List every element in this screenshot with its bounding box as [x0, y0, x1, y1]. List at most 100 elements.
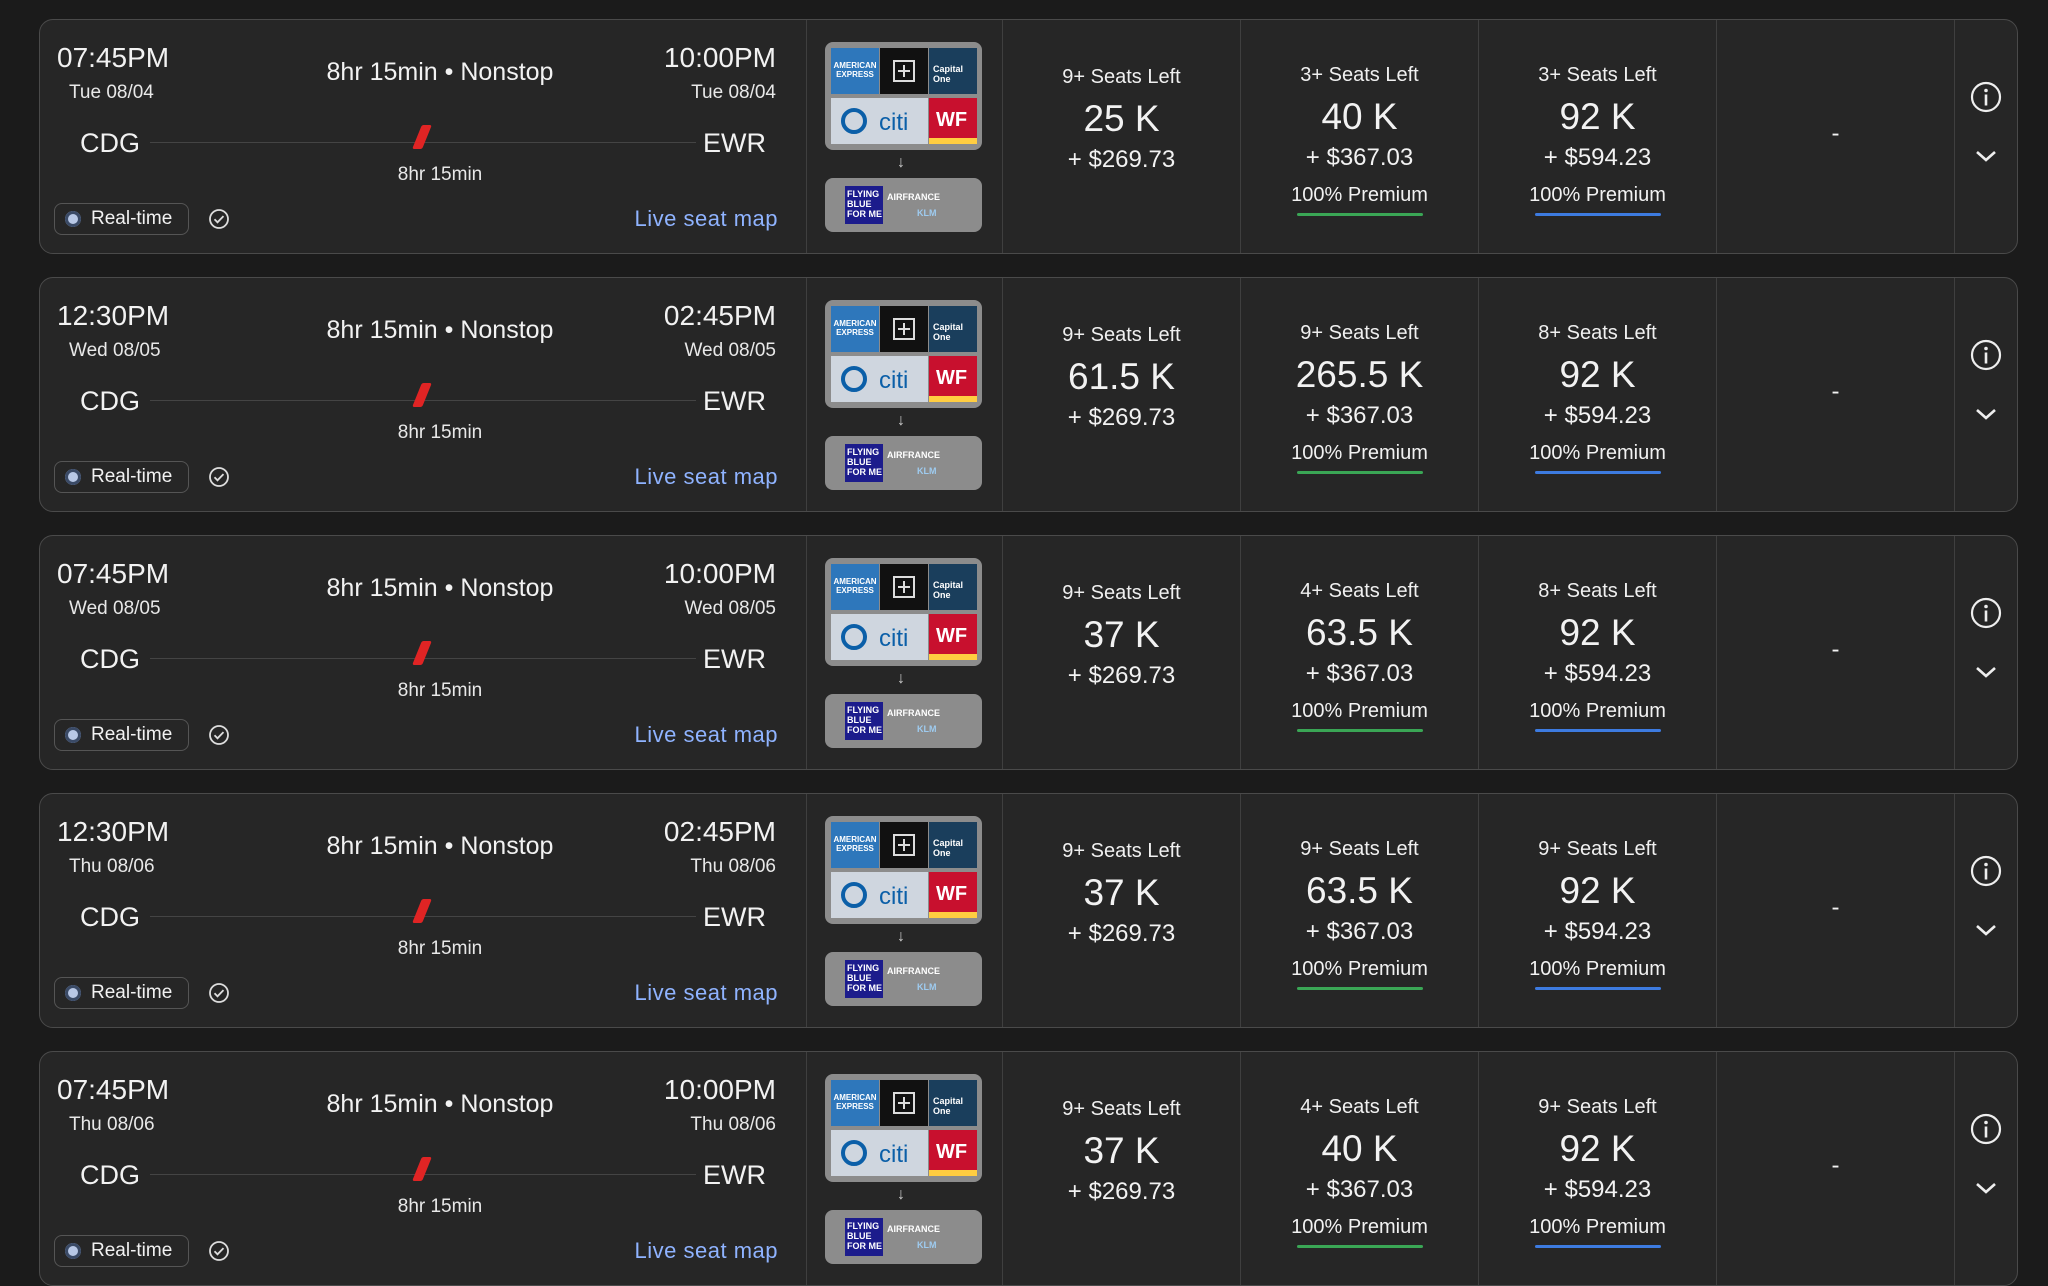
cabin-business[interactable]: 9+ Seats Left 92 K + $594.23 100% Premiu… — [1479, 1052, 1717, 1285]
klm-logo: KLM — [917, 1240, 937, 1250]
flying-blue-logo: FLYING BLUE FOR ME — [845, 960, 883, 998]
citi-logo: citi — [831, 614, 928, 660]
miles-price: 92 K — [1559, 612, 1636, 653]
arrival-time: 10:00PM — [663, 42, 776, 73]
miles-price: 92 K — [1559, 354, 1636, 395]
realtime-label: Real-time — [91, 466, 173, 487]
live-seat-map-link[interactable]: Live seat map — [634, 464, 778, 489]
live-seat-map-link[interactable]: Live seat map — [634, 1238, 778, 1263]
realtime-badge[interactable]: Real-time — [54, 719, 189, 751]
flight-duration: 8hr 15min — [397, 1196, 483, 1217]
klm-logo: KLM — [917, 208, 937, 218]
card-actions — [1955, 278, 2017, 511]
live-seat-map-link[interactable]: Live seat map — [634, 980, 778, 1005]
flight-card[interactable]: 12:30PM Wed 08/05 8hr 15min • Nonstop 02… — [39, 277, 2018, 512]
premium-bar — [1297, 213, 1423, 216]
amex-logo: AMERICAN EXPRESS — [831, 48, 879, 94]
miles-price: 40 K — [1321, 96, 1398, 137]
cabin-economy[interactable]: 9+ Seats Left 37 K + $269.73 — [1003, 794, 1241, 1027]
cabin-economy[interactable]: 9+ Seats Left 37 K + $269.73 — [1003, 536, 1241, 769]
cabin-premium-economy[interactable]: 3+ Seats Left 40 K + $367.03 100% Premiu… — [1241, 20, 1479, 253]
cash-fee: + $367.03 — [1305, 660, 1414, 687]
flight-card[interactable]: 12:30PM Thu 08/06 8hr 15min • Nonstop 02… — [39, 793, 2018, 1028]
arrival-date: Wed 08/05 — [684, 340, 776, 361]
flying-blue-logo: FLYING BLUE FOR ME — [845, 186, 883, 224]
premium-bar — [1297, 987, 1423, 990]
cabin-business[interactable]: 3+ Seats Left 92 K + $594.23 100% Premiu… — [1479, 20, 1717, 253]
origin-airport: CDG — [80, 1160, 140, 1190]
origin-airport: CDG — [80, 386, 140, 416]
flight-summary: 8hr 15min • Nonstop — [326, 316, 554, 344]
premium-label: 100% Premium — [1291, 958, 1428, 980]
premium-bar — [1535, 1245, 1661, 1248]
seats-left: 9+ Seats Left — [1062, 66, 1181, 88]
no-availability: - — [1831, 120, 1840, 147]
cabin-economy[interactable]: 9+ Seats Left 37 K + $269.73 — [1003, 1052, 1241, 1285]
miles-price: 92 K — [1559, 96, 1636, 137]
cabin-premium-economy[interactable]: 4+ Seats Left 40 K + $367.03 100% Premiu… — [1241, 1052, 1479, 1285]
miles-price: 92 K — [1559, 870, 1636, 911]
chase-logo — [880, 1080, 928, 1126]
cabin-first: - — [1717, 20, 1955, 253]
cash-fee: + $269.73 — [1067, 920, 1176, 947]
miles-price: 37 K — [1083, 614, 1160, 655]
premium-label: 100% Premium — [1529, 184, 1666, 206]
cabin-premium-economy[interactable]: 9+ Seats Left 63.5 K + $367.03 100% Prem… — [1241, 794, 1479, 1027]
flight-card[interactable]: 07:45PM Wed 08/05 8hr 15min • Nonstop 10… — [39, 535, 2018, 770]
chase-logo — [880, 822, 928, 868]
info-icon[interactable] — [1969, 854, 2003, 888]
cabin-premium-economy[interactable]: 4+ Seats Left 63.5 K + $367.03 100% Prem… — [1241, 536, 1479, 769]
flight-info: 07:45PM Thu 08/06 8hr 15min • Nonstop 10… — [40, 1052, 807, 1285]
destination-airport: EWR — [703, 386, 766, 416]
realtime-badge[interactable]: Real-time — [54, 977, 189, 1009]
cabin-economy[interactable]: 9+ Seats Left 61.5 K + $269.73 — [1003, 278, 1241, 511]
cabin-economy[interactable]: 9+ Seats Left 25 K + $269.73 — [1003, 20, 1241, 253]
cash-fee: + $594.23 — [1543, 144, 1652, 171]
card-actions — [1955, 794, 2017, 1027]
arrival-time: 10:00PM — [663, 558, 776, 589]
chevron-down-icon[interactable] — [1973, 922, 1999, 938]
flight-info: 07:45PM Tue 08/04 8hr 15min • Nonstop 10… — [40, 20, 807, 253]
air-france-logo: AIRFRANCE — [887, 1224, 940, 1234]
seats-left: 4+ Seats Left — [1300, 580, 1419, 602]
seats-left: 9+ Seats Left — [1062, 582, 1181, 604]
transfer-arrow-icon: ↓ — [897, 154, 905, 171]
realtime-label: Real-time — [91, 724, 173, 745]
flight-card[interactable]: 07:45PM Tue 08/04 8hr 15min • Nonstop 10… — [39, 19, 2018, 254]
chevron-down-icon[interactable] — [1973, 148, 1999, 164]
air-france-logo: AIRFRANCE — [887, 966, 940, 976]
info-icon[interactable] — [1969, 596, 2003, 630]
cabin-business[interactable]: 9+ Seats Left 92 K + $594.23 100% Premiu… — [1479, 794, 1717, 1027]
cabin-premium-economy[interactable]: 9+ Seats Left 265.5 K + $367.03 100% Pre… — [1241, 278, 1479, 511]
departure-time: 07:45PM — [57, 558, 170, 589]
info-icon[interactable] — [1969, 338, 2003, 372]
flight-info: 12:30PM Wed 08/05 8hr 15min • Nonstop 02… — [40, 278, 807, 511]
realtime-badge[interactable]: Real-time — [54, 203, 189, 235]
live-seat-map-link[interactable]: Live seat map — [634, 722, 778, 747]
capital-one-logo: Capital One — [929, 822, 977, 868]
flight-card[interactable]: 07:45PM Thu 08/06 8hr 15min • Nonstop 10… — [39, 1051, 2018, 1286]
chevron-down-icon[interactable] — [1973, 1180, 1999, 1196]
credit-card-programs: AMERICAN EXPRESS Capital One citi WF — [825, 300, 982, 408]
premium-bar — [1535, 729, 1661, 732]
departure-date: Tue 08/04 — [69, 82, 154, 103]
check-circle-icon — [209, 209, 229, 229]
departure-date: Wed 08/05 — [69, 598, 161, 619]
no-availability: - — [1831, 636, 1840, 663]
chevron-down-icon[interactable] — [1973, 406, 1999, 422]
cabin-business[interactable]: 8+ Seats Left 92 K + $594.23 100% Premiu… — [1479, 278, 1717, 511]
departure-time: 07:45PM — [57, 1074, 170, 1105]
realtime-badge[interactable]: Real-time — [54, 461, 189, 493]
seats-left: 9+ Seats Left — [1300, 838, 1419, 860]
cash-fee: + $594.23 — [1543, 660, 1652, 687]
seats-left: 8+ Seats Left — [1538, 322, 1657, 344]
live-seat-map-link[interactable]: Live seat map — [634, 206, 778, 231]
cabin-business[interactable]: 8+ Seats Left 92 K + $594.23 100% Premiu… — [1479, 536, 1717, 769]
seats-left: 9+ Seats Left — [1300, 322, 1419, 344]
info-icon[interactable] — [1969, 1112, 2003, 1146]
realtime-badge[interactable]: Real-time — [54, 1235, 189, 1267]
realtime-dot-icon — [65, 1243, 81, 1259]
premium-bar — [1297, 1245, 1423, 1248]
chevron-down-icon[interactable] — [1973, 664, 1999, 680]
info-icon[interactable] — [1969, 80, 2003, 114]
